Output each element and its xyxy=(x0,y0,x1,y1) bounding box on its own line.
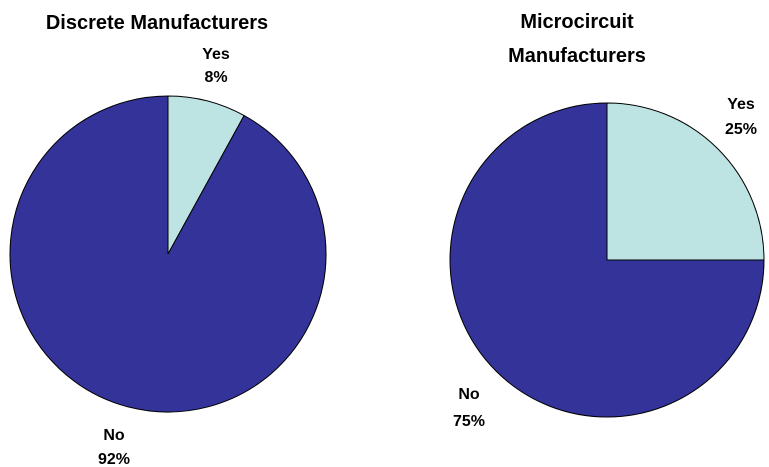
slice-label-discrete-no: No xyxy=(103,427,125,444)
pie-chart-discrete: Discrete Manufacturers Yes 8% No 92% xyxy=(9,12,327,467)
pie-chart-microcircuit: Microcircuit Manufacturers Yes 25% No 75… xyxy=(449,11,765,430)
chart-title-discrete: Discrete Manufacturers xyxy=(46,12,268,34)
pie-slice-microcircuit-yes xyxy=(606,102,765,261)
slice-label-microcircuit-no: No xyxy=(458,386,480,403)
slice-value-microcircuit-yes: 25% xyxy=(725,121,757,138)
slice-value-discrete-yes: 8% xyxy=(204,69,227,86)
slice-value-microcircuit-no: 75% xyxy=(453,413,485,430)
chart-title-microcircuit-line1: Microcircuit xyxy=(520,11,634,33)
slice-label-discrete-yes: Yes xyxy=(202,46,230,63)
slice-label-microcircuit-yes: Yes xyxy=(727,96,755,113)
chart-title-microcircuit-line2: Manufacturers xyxy=(508,45,646,67)
pie-slice-microcircuit-no xyxy=(449,102,765,418)
pie-slice-discrete-no xyxy=(9,95,327,413)
slice-value-discrete-no: 92% xyxy=(98,451,130,467)
